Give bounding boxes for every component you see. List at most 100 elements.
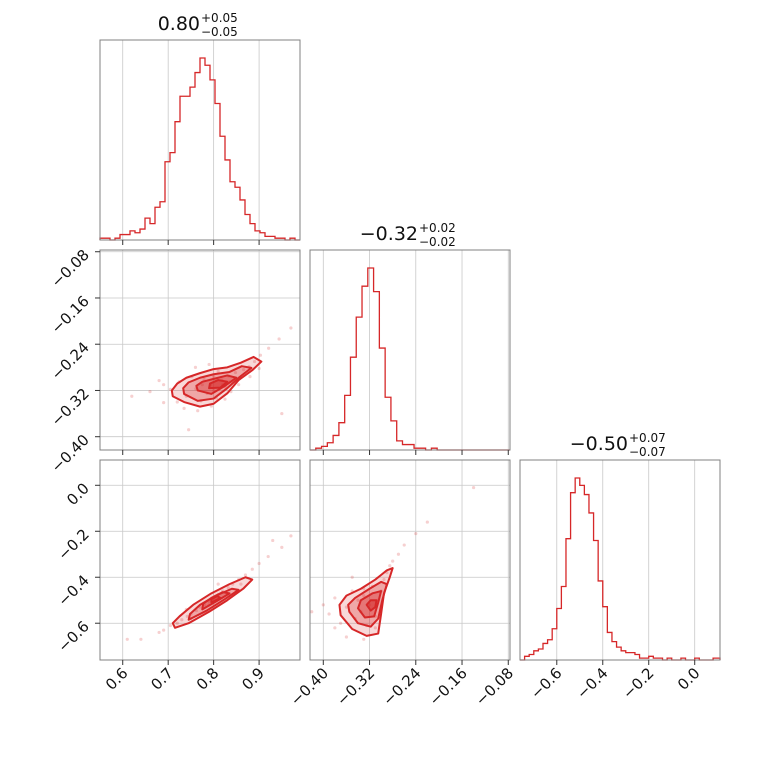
x-tick-label: −0.16	[426, 664, 471, 709]
scatter-point	[212, 374, 216, 379]
scatter-point	[471, 485, 476, 490]
histogram-panel-param-2: −0.6 −0.4 −0.2 0.0	[519, 459, 721, 703]
scatter-point	[175, 400, 179, 404]
x-tick-label: −0.24	[379, 664, 424, 709]
scatter-point	[344, 605, 349, 609]
x-tick-label: 0.6	[102, 664, 132, 694]
scatter-point	[339, 621, 343, 625]
contour-level-4	[208, 379, 229, 390]
y-tick-label: −0.16	[48, 292, 93, 337]
x-tick-label: −0.2	[619, 664, 657, 702]
y-tick-label: −0.4	[54, 571, 92, 609]
contour-level-4	[365, 599, 378, 612]
title-param-0: 0.80 +0.05 −0.05	[158, 11, 238, 39]
y-tick-label: 0.0	[63, 479, 93, 509]
histogram-step-line	[310, 267, 510, 451]
scatter-point	[196, 409, 200, 413]
scatter-point	[388, 564, 392, 568]
scatter-point	[310, 610, 314, 614]
panel-frame	[519, 459, 721, 661]
scatter-point	[226, 585, 230, 590]
scatter-point	[402, 543, 406, 547]
scatter-point	[267, 346, 271, 350]
scatter-point	[333, 626, 337, 630]
scatter-point	[257, 561, 261, 566]
scatter-point	[382, 577, 386, 582]
title-plus-0: +0.05	[201, 11, 238, 25]
contour-level-4	[210, 595, 222, 604]
scatter-point	[233, 370, 238, 375]
x-tick-label: −0.6	[527, 664, 565, 702]
scatter-point	[414, 531, 418, 536]
scatter-point	[327, 612, 331, 616]
scatter-point	[425, 520, 429, 524]
scatter-point	[333, 596, 337, 600]
title-minus-2: −0.07	[629, 445, 666, 459]
x-tick-label: 0.9	[238, 664, 268, 694]
scatter-point	[258, 353, 263, 357]
scatter-point	[280, 545, 284, 549]
histogram-panel-param-1	[309, 249, 511, 455]
scatter-point	[252, 359, 257, 364]
x-tick-label: −0.08	[472, 664, 517, 709]
y-tick-label: −0.24	[48, 338, 93, 383]
scatter-point	[187, 428, 191, 432]
x-tick-label: 0.0	[674, 664, 704, 694]
scatter-panel-param-0-vs-1: −0.40−0.32−0.24−0.16−0.08	[48, 246, 301, 476]
x-tick-label: −0.32	[333, 664, 378, 709]
scatter-point	[266, 554, 270, 559]
scatter-point	[157, 630, 161, 635]
scatter-point	[216, 369, 220, 373]
scatter-point	[373, 626, 377, 630]
scatter-point	[391, 559, 395, 563]
scatter-point	[168, 623, 173, 628]
x-tick-label: 0.7	[147, 664, 177, 694]
title-param-1: −0.32 +0.02 −0.02	[360, 221, 456, 249]
scatter-point	[216, 582, 220, 586]
scatter-panel-param-1-vs-2: −0.40 −0.32 −0.24 −0.16 −0.08	[287, 459, 517, 709]
scatter-point	[396, 552, 401, 556]
scatter-point	[139, 637, 143, 641]
x-tick-label: 0.8	[193, 664, 223, 694]
scatter-point	[223, 397, 227, 401]
title-median-1: −0.32	[360, 223, 418, 245]
panel-frame	[99, 39, 301, 241]
scatter-point	[271, 538, 275, 543]
scatter-point	[280, 411, 284, 416]
title-plus-2: +0.07	[629, 431, 666, 445]
panel-frame	[99, 459, 301, 661]
scatter-point	[130, 394, 134, 398]
y-tick-label: −0.2	[54, 525, 92, 563]
title-median-0: 0.80	[158, 13, 200, 35]
y-tick-label: −0.6	[54, 617, 92, 655]
scatter-point	[148, 390, 152, 394]
scatter-point	[350, 575, 354, 579]
histogram-step-line	[99, 57, 300, 241]
y-tick-label: −0.32	[48, 385, 93, 430]
x-tick-label: −0.4	[573, 664, 611, 702]
scatter-point	[242, 368, 246, 372]
panel-frame	[309, 459, 511, 661]
y-tick-label: −0.08	[48, 246, 93, 291]
title-param-2: −0.50 +0.07 −0.07	[570, 431, 666, 459]
panel-frame	[309, 249, 511, 451]
scatter-point	[180, 618, 184, 622]
scatter-point	[237, 383, 241, 387]
scatter-point	[289, 534, 293, 538]
title-minus-1: −0.02	[419, 235, 456, 249]
scatter-point	[321, 603, 325, 607]
scatter-point	[207, 362, 211, 367]
scatter-point	[250, 567, 254, 571]
scatter-point	[289, 326, 293, 330]
scatter-point	[193, 365, 198, 369]
contour-level-1	[338, 567, 394, 637]
title-minus-0: −0.05	[201, 25, 238, 39]
scatter-panel-param-0-vs-2: 0.6 0.7 0.8 0.9 −0.6 −0.4 −0.2 0.0	[54, 459, 301, 694]
histogram-panel-param-0	[99, 39, 301, 245]
scatter-point	[248, 374, 252, 379]
histogram-step-line	[520, 477, 721, 661]
scatter-point	[182, 406, 186, 410]
title-median-2: −0.50	[570, 433, 628, 455]
panel-frame	[99, 249, 301, 451]
